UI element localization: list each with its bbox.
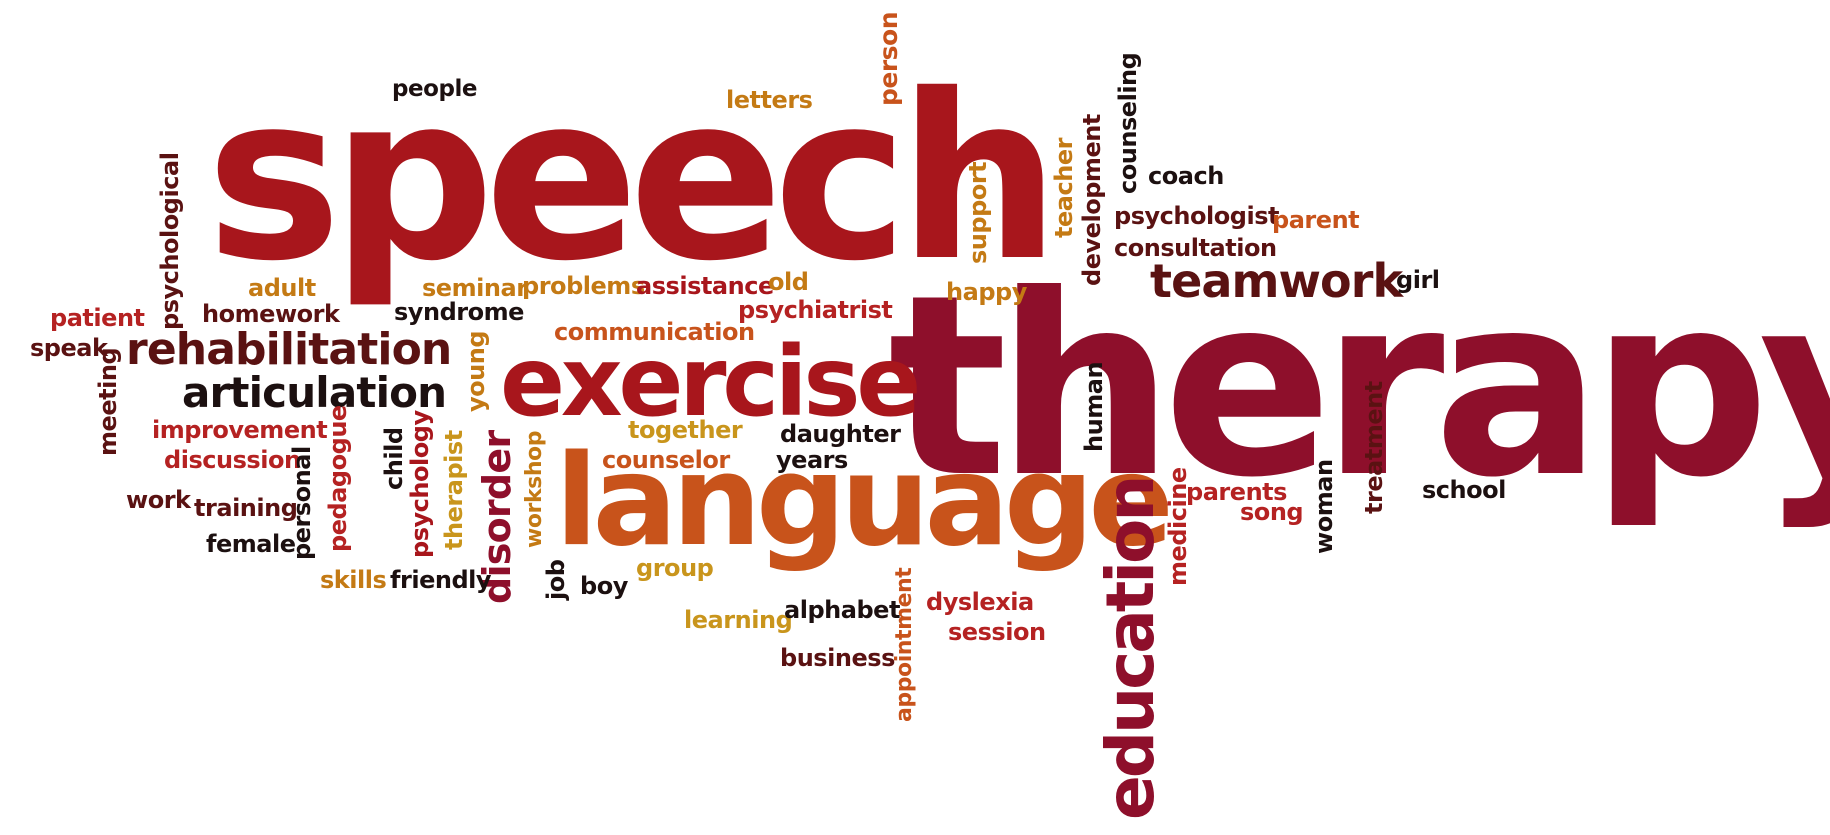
word-psychiatrist: psychiatrist: [738, 296, 893, 324]
word-medicine: medicine: [1164, 467, 1192, 586]
word-support: support: [964, 161, 992, 264]
word-happy: happy: [946, 278, 1027, 306]
word-dyslexia: dyslexia: [926, 588, 1034, 616]
word-years: years: [776, 446, 848, 474]
word-language: language: [555, 427, 1174, 574]
word-patient: patient: [50, 304, 145, 332]
word-woman: woman: [1310, 459, 1338, 554]
word-treatment: treatment: [1360, 381, 1388, 514]
word-daughter: daughter: [780, 420, 901, 448]
word-improvement: improvement: [152, 416, 328, 444]
word-workshop: workshop: [522, 430, 547, 548]
word-people: people: [392, 76, 478, 102]
word-person: person: [874, 11, 903, 106]
word-syndrome: syndrome: [394, 298, 524, 326]
word-pedagogue: pedagogue: [324, 405, 352, 552]
word-group: group: [636, 554, 714, 582]
word-together: together: [628, 416, 743, 444]
word-counseling: counseling: [1114, 52, 1142, 194]
word-letters: letters: [726, 86, 813, 114]
word-therapist: therapist: [440, 430, 468, 550]
word-psychology: psychology: [406, 410, 434, 558]
word-therapy: therapy: [888, 241, 1830, 532]
word-child: child: [380, 427, 408, 490]
word-development: development: [1078, 114, 1106, 286]
word-speak: speak: [30, 334, 108, 362]
word-session: session: [948, 618, 1046, 646]
word-work: work: [126, 486, 191, 514]
word-appointment: appointment: [892, 567, 917, 722]
word-speech: speech: [206, 45, 1060, 311]
word-homework: homework: [202, 300, 340, 328]
word-rehabilitation: rehabilitation: [126, 324, 452, 375]
word-parent: parent: [1272, 206, 1360, 234]
word-friendly: friendly: [390, 566, 492, 594]
word-girl: girl: [1396, 266, 1440, 294]
word-communication: communication: [554, 318, 755, 346]
word-education: education: [1092, 477, 1169, 820]
word-articulation: articulation: [182, 368, 447, 417]
word-discussion: discussion: [164, 446, 301, 474]
word-coach: coach: [1148, 162, 1224, 190]
word-exercise: exercise: [500, 326, 921, 438]
word-psychological: psychological: [156, 152, 184, 330]
word-adult: adult: [248, 274, 316, 302]
word-skills: skills: [320, 566, 387, 594]
word-training: training: [194, 494, 298, 522]
word-school: school: [1422, 476, 1506, 504]
word-parents: parents: [1186, 478, 1287, 506]
word-alphabet: alphabet: [784, 596, 900, 624]
word-job: job: [542, 559, 570, 600]
word-boy: boy: [580, 572, 628, 600]
word-learning: learning: [684, 606, 793, 634]
word-teacher: teacher: [1050, 137, 1078, 238]
word-seminar: seminar: [422, 274, 528, 302]
word-consultation: consultation: [1114, 234, 1277, 262]
word-song: song: [1240, 498, 1304, 526]
word-meeting: meeting: [94, 347, 122, 456]
word-human: human: [1080, 361, 1108, 452]
word-young: young: [462, 330, 490, 412]
word-assistance: assistance: [636, 272, 774, 300]
word-old: old: [768, 268, 809, 296]
word-business: business: [780, 644, 895, 672]
word-problems: problems: [522, 272, 645, 300]
word-counselor: counselor: [602, 446, 730, 474]
word-teamwork: teamwork: [1150, 254, 1403, 308]
word-female: female: [206, 530, 296, 558]
word-psychologist: psychologist: [1114, 202, 1280, 230]
